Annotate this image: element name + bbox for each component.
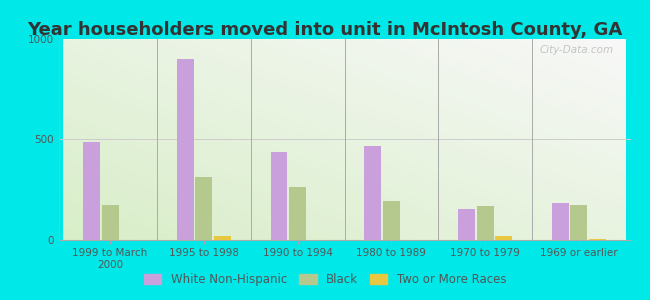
Bar — [83, 142, 100, 240]
Bar — [552, 203, 569, 240]
Text: Year householders moved into unit in McIntosh County, GA: Year householders moved into unit in McI… — [27, 21, 623, 39]
Bar — [476, 206, 493, 240]
Bar — [495, 236, 512, 240]
Bar — [589, 239, 606, 240]
Bar — [177, 59, 194, 240]
Bar — [571, 205, 588, 240]
Legend: White Non-Hispanic, Black, Two or More Races: White Non-Hispanic, Black, Two or More R… — [139, 269, 511, 291]
Bar — [365, 146, 382, 240]
Bar — [270, 152, 287, 240]
Bar — [383, 201, 400, 240]
Bar — [196, 177, 213, 240]
Bar — [101, 205, 118, 240]
Text: City-Data.com: City-Data.com — [540, 45, 614, 55]
Bar — [214, 236, 231, 240]
Bar — [458, 209, 475, 240]
Bar — [289, 187, 306, 240]
